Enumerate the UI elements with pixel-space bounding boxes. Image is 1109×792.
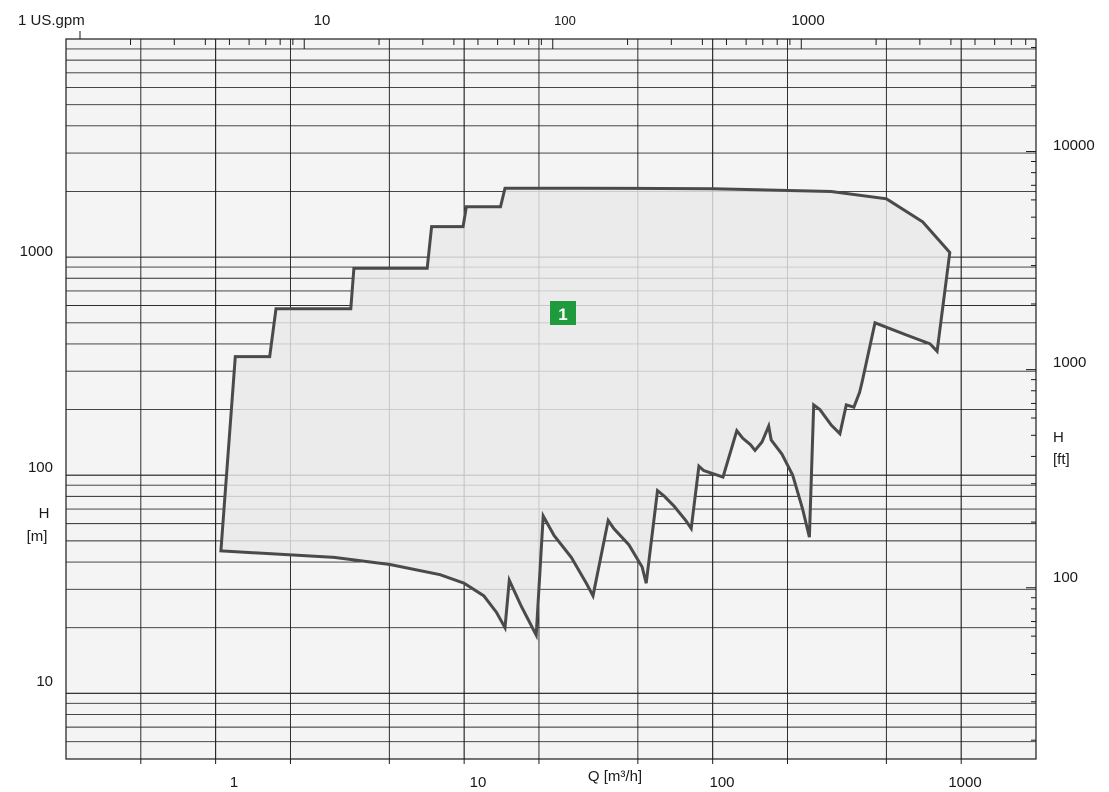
top-axis-ticks [79, 31, 1027, 49]
bottom-axis-ticks [140, 759, 962, 764]
operating-range-region [219, 186, 952, 641]
right-tick-label-1000: 1000 [1053, 354, 1086, 371]
y-axis-label-symbol: H [39, 505, 50, 522]
x-tick-label-1: 1 [230, 774, 238, 791]
right-axis-label-symbol: H [1053, 429, 1064, 446]
y-axis-label-unit: [m] [27, 528, 48, 545]
right-axis-label-unit: [ft] [1053, 451, 1070, 468]
right-tick-label-10000: 10000 [1053, 137, 1095, 154]
x-tick-label-10: 10 [470, 774, 487, 791]
plot-frame [65, 38, 1037, 760]
top-axis-unit-label: 1 US.gpm [18, 12, 85, 29]
x-gridlines [140, 39, 962, 759]
x-tick-label-100: 100 [709, 774, 734, 791]
x-axis-label: Q [m³/h] [588, 768, 642, 785]
top-tick-label-100: 100 [554, 13, 576, 28]
x-tick-label-1000: 1000 [948, 774, 981, 791]
region-label-text: 1 [558, 305, 567, 324]
top-tick-label-1000: 1000 [791, 12, 824, 29]
right-axis-ticks [1026, 46, 1036, 741]
y-tick-label-1000: 1000 [20, 243, 53, 260]
y-tick-label-10: 10 [36, 673, 53, 690]
region-label-badge: 1 [550, 301, 576, 325]
top-tick-label-10: 10 [314, 12, 331, 29]
right-tick-label-100: 100 [1053, 569, 1078, 586]
y-tick-label-100: 100 [28, 459, 53, 476]
